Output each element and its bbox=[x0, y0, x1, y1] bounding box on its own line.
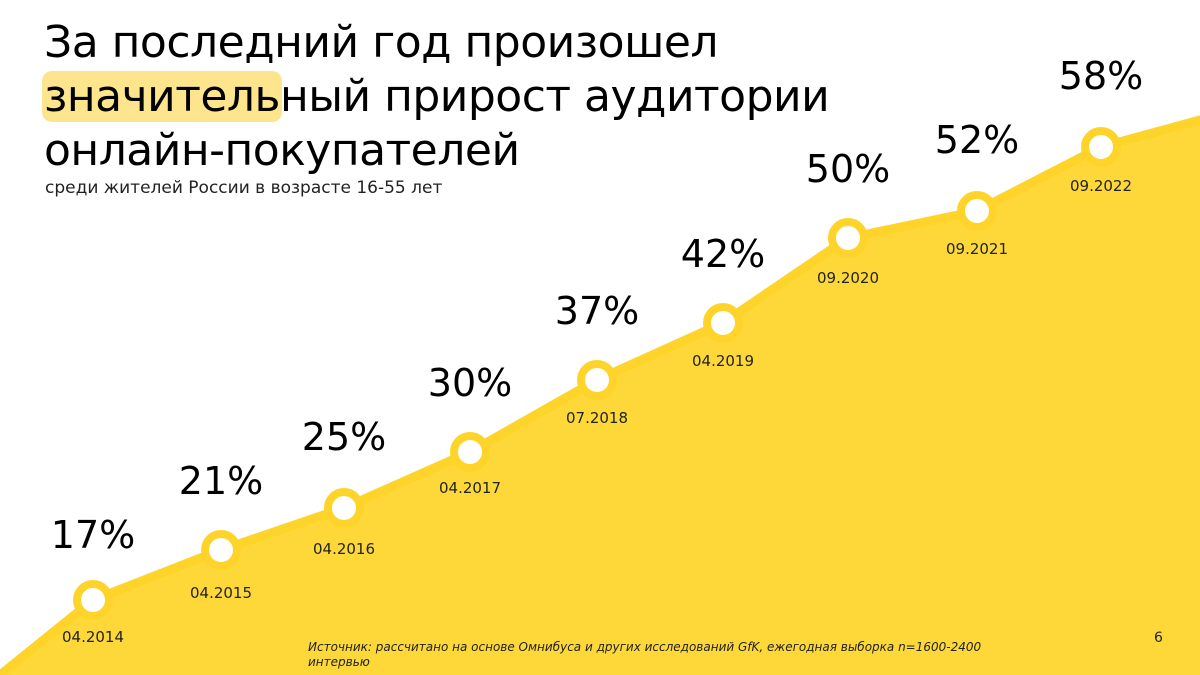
date-label: 04.2014 bbox=[62, 628, 124, 646]
value-label: 50% bbox=[806, 147, 890, 191]
value-label: 25% bbox=[302, 415, 386, 459]
title-highlight: значитель bbox=[42, 71, 282, 122]
data-point-marker bbox=[577, 360, 617, 400]
value-label: 21% bbox=[179, 459, 263, 503]
page-title: За последний год произошел значительный … bbox=[42, 16, 830, 178]
data-point-marker bbox=[703, 303, 743, 343]
value-label: 37% bbox=[555, 289, 639, 333]
data-point-marker bbox=[957, 191, 997, 231]
page-number: 6 bbox=[1154, 630, 1163, 646]
date-label: 09.2021 bbox=[946, 240, 1008, 258]
data-point-marker bbox=[828, 218, 868, 258]
value-label: 17% bbox=[51, 513, 135, 557]
date-label: 04.2017 bbox=[439, 479, 501, 497]
data-point-marker bbox=[450, 432, 490, 472]
title-line-2: значительный прирост аудитории bbox=[42, 70, 830, 124]
value-label: 30% bbox=[428, 361, 512, 405]
title-line-2-rest: ный прирост аудитории bbox=[279, 71, 830, 122]
date-label: 04.2015 bbox=[190, 584, 252, 602]
date-label: 09.2022 bbox=[1070, 177, 1132, 195]
title-line-1: За последний год произошел bbox=[44, 17, 719, 68]
value-label: 42% bbox=[681, 232, 765, 276]
data-point-marker bbox=[201, 530, 241, 570]
date-label: 04.2016 bbox=[313, 540, 375, 558]
date-label: 07.2018 bbox=[566, 409, 628, 427]
title-line-3: онлайн-покупателей bbox=[44, 125, 520, 176]
value-label: 58% bbox=[1059, 54, 1143, 98]
source-note: Источник: рассчитано на основе Омнибуса … bbox=[308, 640, 982, 669]
data-point-marker bbox=[324, 488, 364, 528]
chart-subtitle: среди жителей России в возрасте 16-55 ле… bbox=[45, 178, 443, 198]
value-label: 52% bbox=[935, 118, 1019, 162]
data-point-marker bbox=[1081, 127, 1121, 167]
data-point-marker bbox=[73, 580, 113, 620]
date-label: 09.2020 bbox=[817, 269, 879, 287]
date-label: 04.2019 bbox=[692, 352, 754, 370]
